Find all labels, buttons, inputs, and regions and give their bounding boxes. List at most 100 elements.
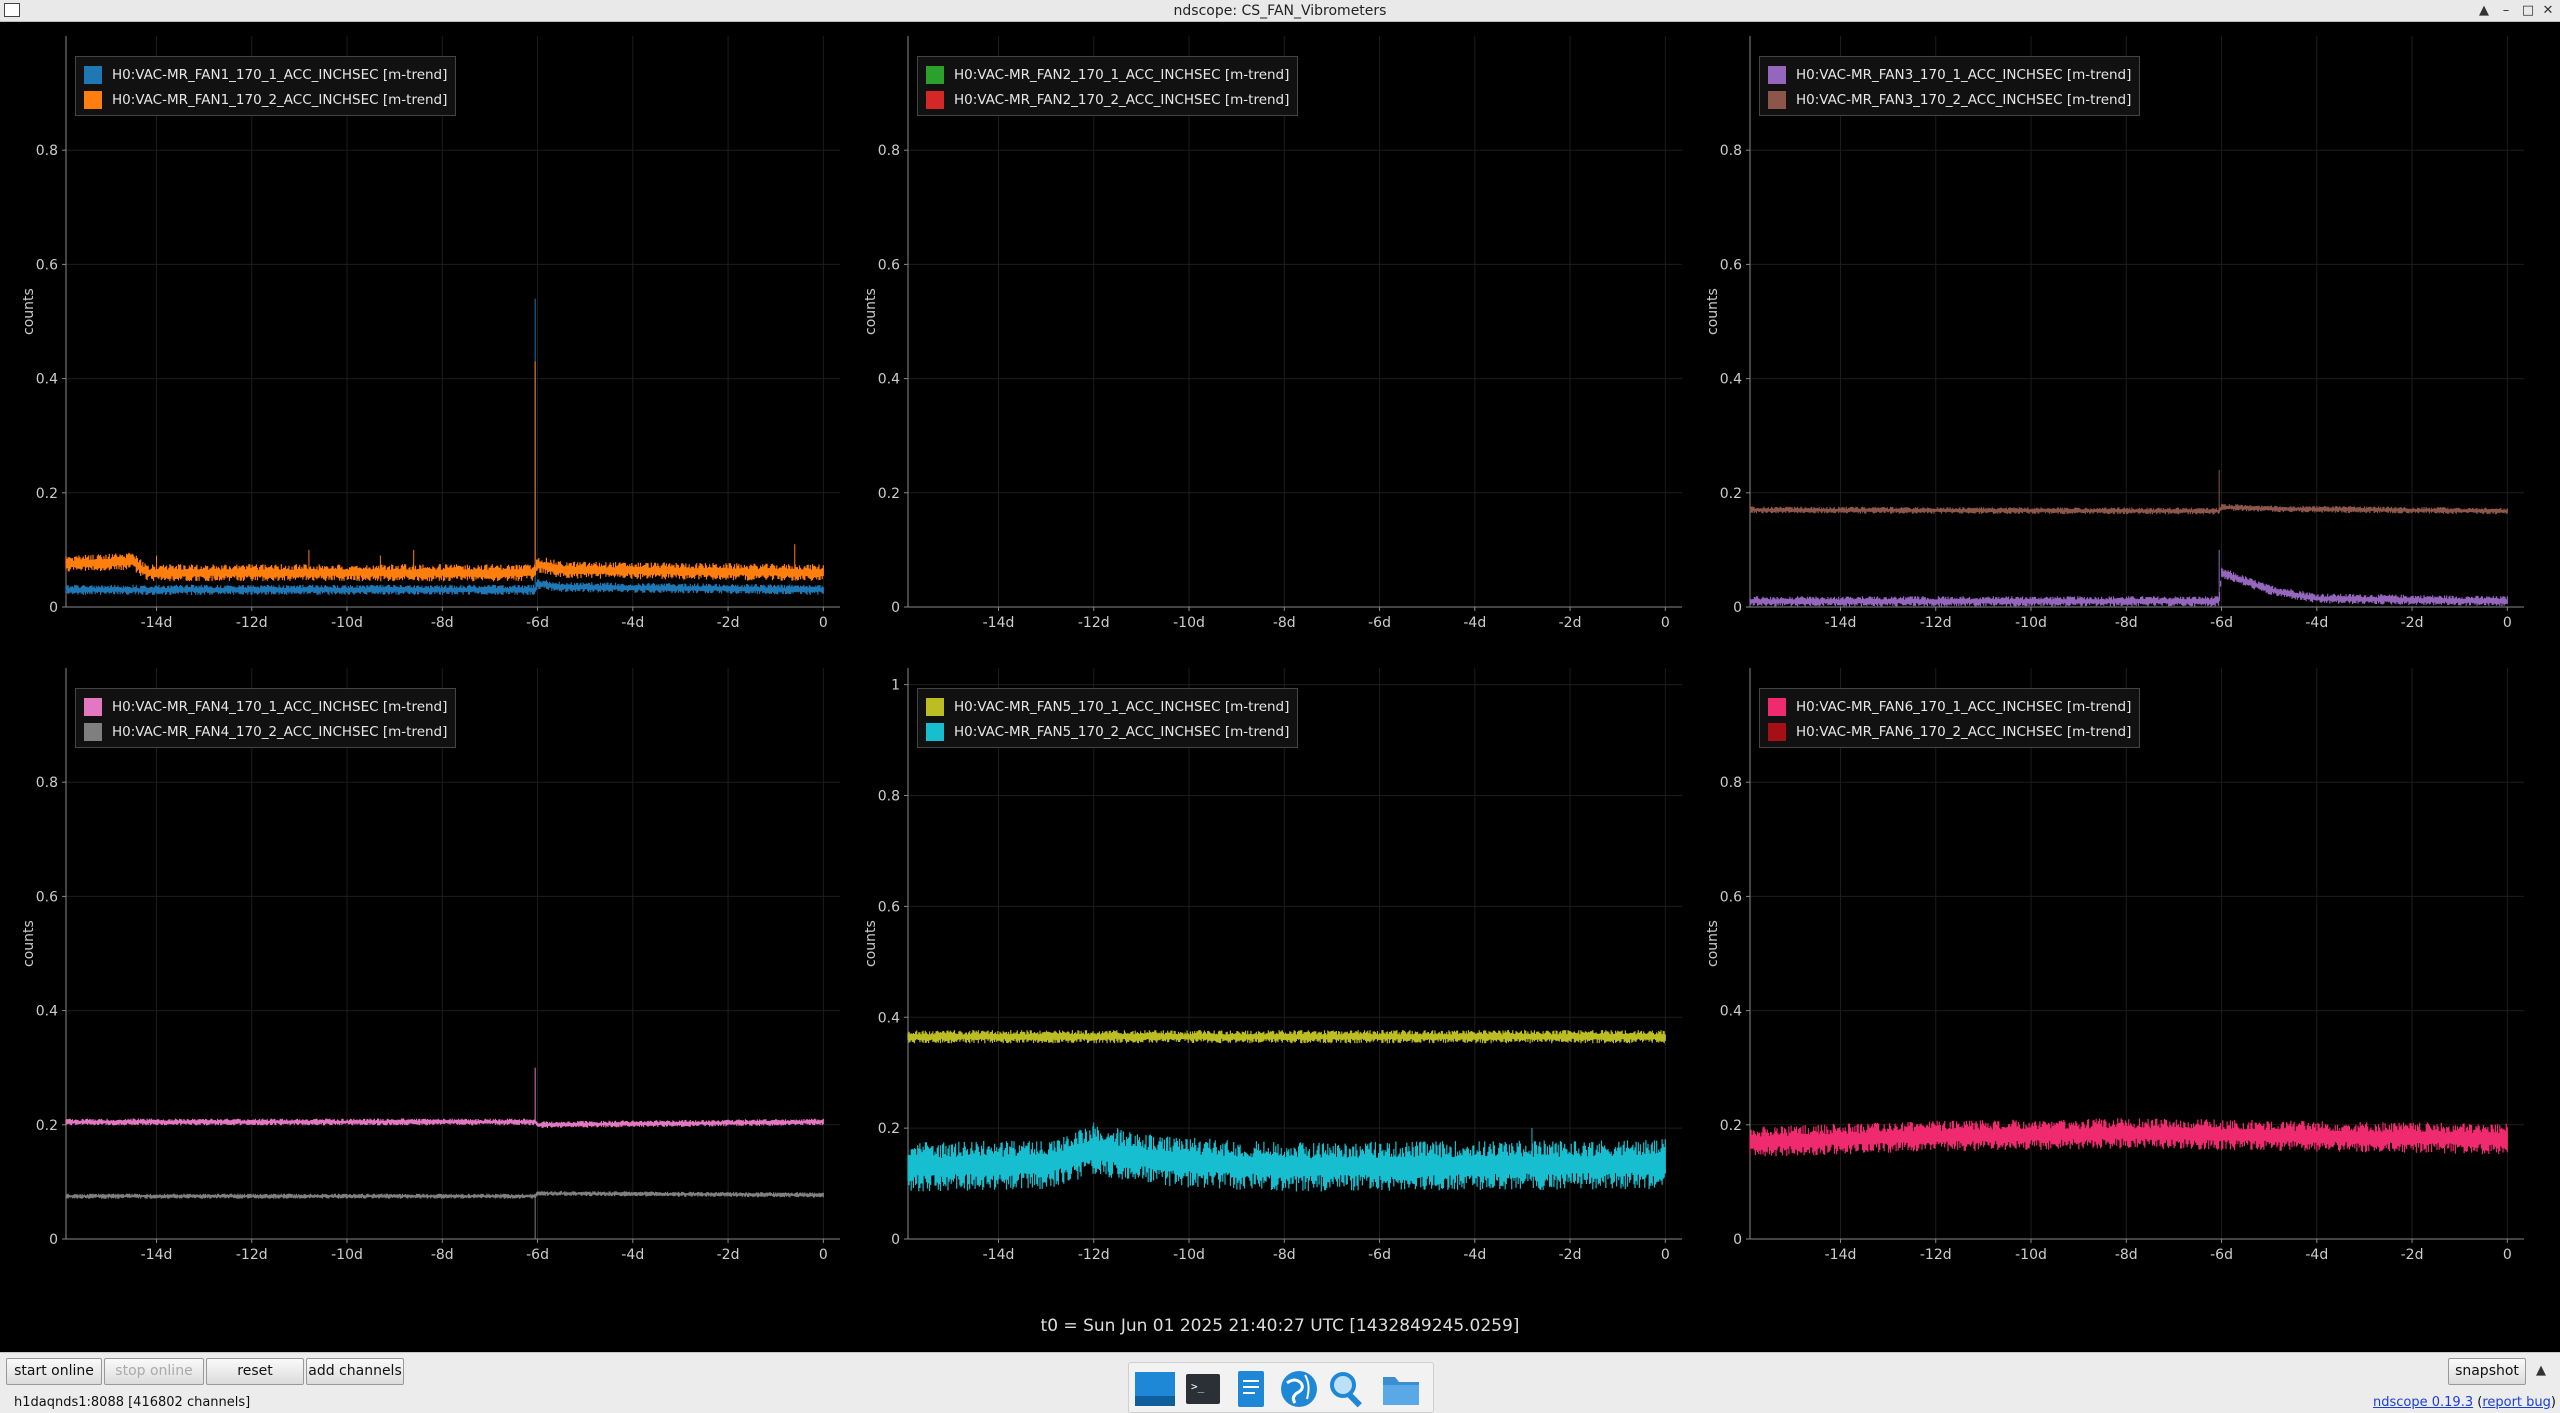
app-icon: [4, 3, 20, 17]
legend-entry[interactable]: H0:VAC-MR_FAN6_170_2_ACC_INCHSEC [m-tren…: [1768, 719, 2131, 744]
plot-fan5[interactable]: 0 0.2 0.4 0.6 0.8 1 -14d -12d -10d -8d -6d -4d -2d 0 c…: [842, 654, 1684, 1286]
series-trace: [907, 1126, 1666, 1192]
x-tick-label: -2d: [717, 615, 740, 631]
plot-canvas[interactable]: 0 0.2 0.4 0.6 0.8 -14d -12d -10d -8d -6d -4d -2d 0: [842, 22, 1684, 654]
legend-entry[interactable]: H0:VAC-MR_FAN4_170_1_ACC_INCHSEC [m-tren…: [84, 694, 447, 719]
y-axis-label: counts: [21, 288, 37, 335]
y-tick-label: 0.2: [36, 1118, 58, 1134]
plot-legend[interactable]: H0:VAC-MR_FAN4_170_1_ACC_INCHSEC [m-tren…: [75, 688, 457, 748]
plot-legend[interactable]: H0:VAC-MR_FAN6_170_1_ACC_INCHSEC [m-tren…: [1759, 688, 2141, 748]
y-axis-label: counts: [1705, 288, 1721, 335]
x-tick-label: -8d: [431, 1247, 454, 1263]
legend-entry[interactable]: H0:VAC-MR_FAN5_170_1_ACC_INCHSEC [m-tren…: [926, 694, 1289, 719]
x-tick-label: -6d: [1368, 1247, 1391, 1263]
x-tick-label: -8d: [1273, 1247, 1296, 1263]
terminal-icon[interactable]: >_: [1181, 1369, 1225, 1409]
legend-entry[interactable]: H0:VAC-MR_FAN2_170_1_ACC_INCHSEC [m-tren…: [926, 62, 1289, 87]
legend-entry[interactable]: H0:VAC-MR_FAN5_170_2_ACC_INCHSEC [m-tren…: [926, 719, 1289, 744]
y-tick-label: 0.2: [878, 1121, 900, 1137]
plot-legend[interactable]: H0:VAC-MR_FAN3_170_1_ACC_INCHSEC [m-tren…: [1759, 56, 2141, 116]
y-tick-label: 0.6: [1720, 257, 1742, 273]
legend-swatch: [1768, 697, 1786, 716]
legend-swatch: [926, 65, 944, 84]
plot-legend[interactable]: H0:VAC-MR_FAN2_170_1_ACC_INCHSEC [m-tren…: [917, 56, 1299, 116]
y-tick-label: 0.4: [36, 1004, 58, 1020]
plot-grid: 0 0.2 0.4 0.6 0.8 -14d -12d -10d -8d -6d -4d -2d 0 co…: [0, 22, 2560, 1352]
legend-swatch: [84, 90, 102, 109]
y-tick-label: 0.4: [36, 372, 58, 388]
version-info: ndscope 0.19.3 (report bug): [2373, 1395, 2556, 1410]
file-manager-icon[interactable]: [1379, 1369, 1423, 1409]
series-trace: [1749, 567, 2508, 607]
plot-canvas[interactable]: 0 0.2 0.4 0.6 0.8 -14d -12d -10d -8d -6d -4d -2d 0: [1684, 654, 2526, 1286]
svg-text:>_: >_: [1191, 1380, 1205, 1393]
x-tick-label: -14d: [1825, 1247, 1857, 1263]
series-trace: [1749, 1118, 2508, 1157]
x-tick-label: -2d: [1559, 1247, 1582, 1263]
y-tick-label: 0.6: [878, 257, 900, 273]
plot-fan6[interactable]: 0 0.2 0.4 0.6 0.8 -14d -12d -10d -8d -6d -4d -2d 0 co…: [1684, 654, 2526, 1286]
x-tick-label: -10d: [2015, 1247, 2047, 1263]
legend-entry[interactable]: H0:VAC-MR_FAN4_170_2_ACC_INCHSEC [m-tren…: [84, 719, 447, 744]
plot-legend[interactable]: H0:VAC-MR_FAN1_170_1_ACC_INCHSEC [m-tren…: [75, 56, 457, 116]
y-tick-label: 0.6: [1720, 889, 1742, 905]
plot-legend[interactable]: H0:VAC-MR_FAN5_170_1_ACC_INCHSEC [m-tren…: [917, 688, 1299, 748]
window-maximize-button[interactable]: □: [2521, 3, 2535, 18]
legend-swatch: [84, 722, 102, 741]
report-bug-link[interactable]: report bug: [2482, 1395, 2551, 1410]
x-tick-label: -8d: [2115, 615, 2138, 631]
plot-fan4[interactable]: 0 0.2 0.4 0.6 0.8 -14d -12d -10d -8d -6d -4d -2d 0 co…: [0, 654, 842, 1286]
plot-canvas[interactable]: 0 0.2 0.4 0.6 0.8 -14d -12d -10d -8d -6d -4d -2d 0: [0, 654, 842, 1286]
x-tick-label: -12d: [1078, 1247, 1110, 1263]
snapshot-button[interactable]: snapshot: [2448, 1358, 2526, 1385]
plot-canvas[interactable]: 0 0.2 0.4 0.6 0.8 1 -14d -12d -10d -8d -6d -4d -2d 0: [842, 654, 1684, 1286]
x-tick-label: -6d: [526, 615, 549, 631]
legend-entry[interactable]: H0:VAC-MR_FAN2_170_2_ACC_INCHSEC [m-tren…: [926, 87, 1289, 112]
start-online-button[interactable]: start online: [6, 1358, 102, 1385]
window-keep-above-icon[interactable]: ▲: [2479, 3, 2489, 18]
plot-canvas[interactable]: 0 0.2 0.4 0.6 0.8 -14d -12d -10d -8d -6d -4d -2d 0: [0, 22, 842, 654]
legend-label: H0:VAC-MR_FAN1_170_2_ACC_INCHSEC [m-tren…: [112, 91, 448, 108]
series-trace: [907, 1030, 1666, 1044]
x-tick-label: -10d: [2015, 615, 2047, 631]
x-tick-label: -14d: [141, 1247, 173, 1263]
x-tick-label: -4d: [621, 615, 644, 631]
legend-swatch: [926, 697, 944, 716]
add-channels-button[interactable]: add channels: [306, 1358, 404, 1385]
legend-label: H0:VAC-MR_FAN3_170_2_ACC_INCHSEC [m-tren…: [1796, 91, 2132, 108]
x-tick-label: -10d: [331, 615, 363, 631]
x-tick-label: -12d: [236, 615, 268, 631]
legend-entry[interactable]: H0:VAC-MR_FAN1_170_1_ACC_INCHSEC [m-tren…: [84, 62, 447, 87]
x-tick-label: -4d: [621, 1247, 644, 1263]
t0-label: t0 = Sun Jun 01 2025 21:40:27 UTC [14328…: [1040, 1316, 1520, 1336]
legend-entry[interactable]: H0:VAC-MR_FAN3_170_1_ACC_INCHSEC [m-tren…: [1768, 62, 2131, 87]
legend-entry[interactable]: H0:VAC-MR_FAN6_170_1_ACC_INCHSEC [m-tren…: [1768, 694, 2131, 719]
y-tick-label: 0: [49, 1232, 58, 1248]
legend-entry[interactable]: H0:VAC-MR_FAN3_170_2_ACC_INCHSEC [m-tren…: [1768, 87, 2131, 112]
x-tick-label: -8d: [2115, 1247, 2138, 1263]
search-icon[interactable]: [1325, 1369, 1369, 1409]
y-tick-label: 0.2: [36, 486, 58, 502]
x-tick-label: -6d: [2210, 615, 2233, 631]
plot-canvas[interactable]: 0 0.2 0.4 0.6 0.8 -14d -12d -10d -8d -6d -4d -2d 0: [1684, 22, 2526, 654]
panel-toggle-icon[interactable]: ▲: [2536, 1363, 2546, 1378]
x-tick-label: -10d: [331, 1247, 363, 1263]
window-minimize-button[interactable]: –: [2502, 3, 2510, 18]
legend-swatch: [1768, 90, 1786, 109]
plot-fan1[interactable]: 0 0.2 0.4 0.6 0.8 -14d -12d -10d -8d -6d -4d -2d 0 co…: [0, 22, 842, 654]
web-browser-icon[interactable]: [1277, 1369, 1321, 1409]
legend-entry[interactable]: H0:VAC-MR_FAN1_170_2_ACC_INCHSEC [m-tren…: [84, 87, 447, 112]
legend-swatch: [84, 65, 102, 84]
series-trace: [1749, 503, 2508, 515]
reset-button[interactable]: reset: [206, 1358, 304, 1385]
plot-fan2[interactable]: 0 0.2 0.4 0.6 0.8 -14d -12d -10d -8d -6d -4d -2d 0 co…: [842, 22, 1684, 654]
x-tick-label: -4d: [2305, 615, 2328, 631]
y-tick-label: 0: [891, 1232, 900, 1248]
legend-swatch: [926, 722, 944, 741]
x-tick-label: -12d: [1078, 615, 1110, 631]
text-editor-icon[interactable]: [1229, 1369, 1273, 1409]
show-desktop-icon[interactable]: [1133, 1369, 1177, 1409]
window-close-button[interactable]: ✕: [2542, 3, 2554, 18]
version-link[interactable]: ndscope 0.19.3: [2373, 1395, 2474, 1410]
plot-fan3[interactable]: 0 0.2 0.4 0.6 0.8 -14d -12d -10d -8d -6d -4d -2d 0 co…: [1684, 22, 2526, 654]
